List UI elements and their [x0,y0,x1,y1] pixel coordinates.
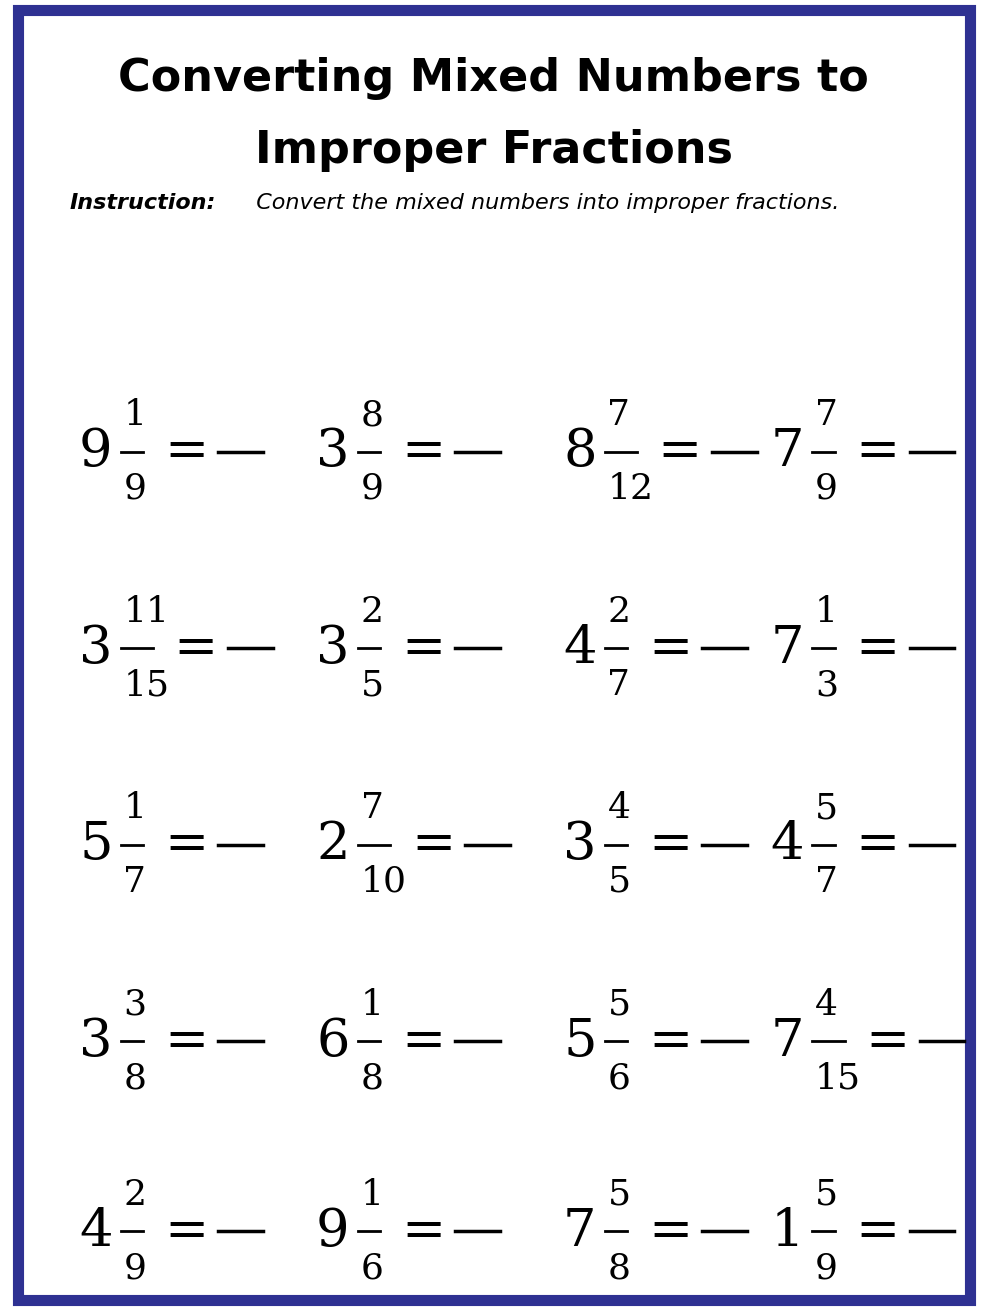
Text: 9: 9 [123,1251,146,1285]
Text: =: = [855,427,900,477]
Text: 5: 5 [361,668,384,702]
Text: 2: 2 [316,820,350,870]
Text: 7: 7 [815,398,838,432]
Text: 15: 15 [123,668,170,702]
Text: 4: 4 [563,624,597,673]
Text: 9: 9 [79,427,113,477]
Text: 3: 3 [316,427,350,477]
Bar [49,72,109,190]
Text: =: = [855,820,900,870]
Text: 7: 7 [123,865,146,899]
Text: 2: 2 [607,595,630,629]
Text: Improper Fractions: Improper Fractions [255,130,733,172]
Text: =: = [164,820,208,870]
Text: 8: 8 [123,1061,146,1095]
Text: 1: 1 [123,791,146,825]
Text: 7: 7 [607,668,630,702]
Text: =: = [855,624,900,673]
Circle shape [316,59,435,216]
Text: 1: 1 [770,1207,804,1256]
Text: 5: 5 [607,1178,631,1212]
Text: 4: 4 [607,791,630,825]
Text: 9: 9 [123,472,146,506]
Text: 10: 10 [361,865,407,899]
Text: =: = [174,624,218,673]
Text: 9: 9 [815,472,838,506]
Text: 3: 3 [123,988,147,1022]
Text: 8: 8 [361,398,384,432]
Text: 12: 12 [607,472,653,506]
FancyArrow shape [30,217,89,254]
Text: 8: 8 [361,1061,384,1095]
Text: =: = [648,624,692,673]
Text: 6: 6 [361,1251,383,1285]
Text: 5: 5 [815,791,838,825]
Text: 7: 7 [815,865,838,899]
Text: 7: 7 [607,398,630,432]
Text: 15: 15 [815,1061,861,1095]
Text: 5: 5 [815,1178,838,1212]
Text: 8: 8 [607,1251,630,1285]
Polygon shape [887,897,911,937]
Polygon shape [800,393,938,550]
Text: =: = [855,1207,900,1256]
Text: 7: 7 [770,1017,804,1066]
Polygon shape [711,1061,869,1192]
Text: 9: 9 [316,1207,350,1256]
Text: 7: 7 [770,427,804,477]
Text: =: = [164,1207,208,1256]
Text: =: = [648,1017,692,1066]
Text: 8: 8 [563,427,597,477]
Text: 5: 5 [563,1017,597,1066]
Text: 9: 9 [361,472,383,506]
Text: 1: 1 [361,988,384,1022]
Polygon shape [857,858,881,897]
Text: =: = [401,1207,445,1256]
Text: 3: 3 [79,1017,113,1066]
Text: =: = [401,624,445,673]
Polygon shape [828,897,851,937]
Text: =: = [648,1207,692,1256]
Bar [810,92,909,170]
Text: =: = [164,1017,208,1066]
Polygon shape [40,367,178,524]
Text: 7: 7 [361,791,383,825]
Text: 6: 6 [607,1061,630,1095]
Text: =: = [648,820,692,870]
Text: 6: 6 [316,1017,350,1066]
Text: Convert the mixed numbers into improper fractions.: Convert the mixed numbers into improper … [242,193,839,214]
FancyBboxPatch shape [18,10,970,1300]
Text: 3: 3 [563,820,597,870]
Text: =: = [164,427,208,477]
Text: 11: 11 [123,595,169,629]
Text: 9: 9 [815,1251,838,1285]
Text: 5: 5 [607,865,631,899]
Text: 1: 1 [815,595,838,629]
Text: Instruction:: Instruction: [69,193,216,214]
Text: 5: 5 [79,820,113,870]
Text: 1: 1 [123,398,146,432]
Text: =: = [658,427,702,477]
Text: 2: 2 [361,595,384,629]
Text: 1: 1 [361,1178,384,1212]
Text: 3: 3 [79,624,113,673]
Text: 4: 4 [770,820,804,870]
Polygon shape [40,380,158,537]
Text: 4: 4 [815,988,838,1022]
Text: Converting Mixed Numbers to: Converting Mixed Numbers to [119,58,869,100]
Text: =: = [411,820,455,870]
Text: =: = [401,427,445,477]
Text: 2: 2 [123,1178,146,1212]
Text: =: = [401,1017,445,1066]
Bar [30,1114,128,1205]
Text: 3: 3 [815,668,838,702]
Text: 7: 7 [563,1207,597,1256]
Text: =: = [865,1017,910,1066]
Text: 3: 3 [316,624,350,673]
Text: 5: 5 [607,988,631,1022]
Text: 4: 4 [79,1207,113,1256]
Text: 7: 7 [770,624,804,673]
